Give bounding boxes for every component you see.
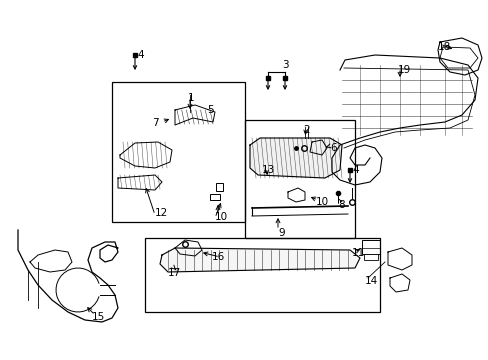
Text: 19: 19 <box>397 65 410 75</box>
Text: 13: 13 <box>262 165 275 175</box>
Bar <box>361 240 379 254</box>
Text: 11: 11 <box>351 248 365 258</box>
Text: 7: 7 <box>152 118 158 128</box>
Bar <box>145 238 379 312</box>
Bar <box>363 254 377 260</box>
Text: 12: 12 <box>155 208 168 218</box>
Bar <box>244 120 354 238</box>
Text: 18: 18 <box>437 42 450 52</box>
Text: 14: 14 <box>364 276 378 286</box>
Text: 8: 8 <box>337 200 344 210</box>
Polygon shape <box>249 138 341 178</box>
Text: 5: 5 <box>206 105 213 115</box>
Bar <box>209 194 220 200</box>
Text: 17: 17 <box>168 268 181 278</box>
Bar <box>112 82 244 222</box>
Text: 2: 2 <box>303 125 309 135</box>
Bar <box>216 183 223 191</box>
Text: 3: 3 <box>282 60 288 70</box>
Polygon shape <box>160 248 359 272</box>
Text: 1: 1 <box>187 93 194 103</box>
Text: 10: 10 <box>215 212 228 222</box>
Text: 15: 15 <box>92 312 105 322</box>
Text: 16: 16 <box>212 252 225 262</box>
Text: 9: 9 <box>278 228 284 238</box>
Text: 4: 4 <box>137 50 143 60</box>
Text: 4: 4 <box>351 165 358 175</box>
Text: 10: 10 <box>315 197 328 207</box>
Text: 6: 6 <box>329 143 336 153</box>
